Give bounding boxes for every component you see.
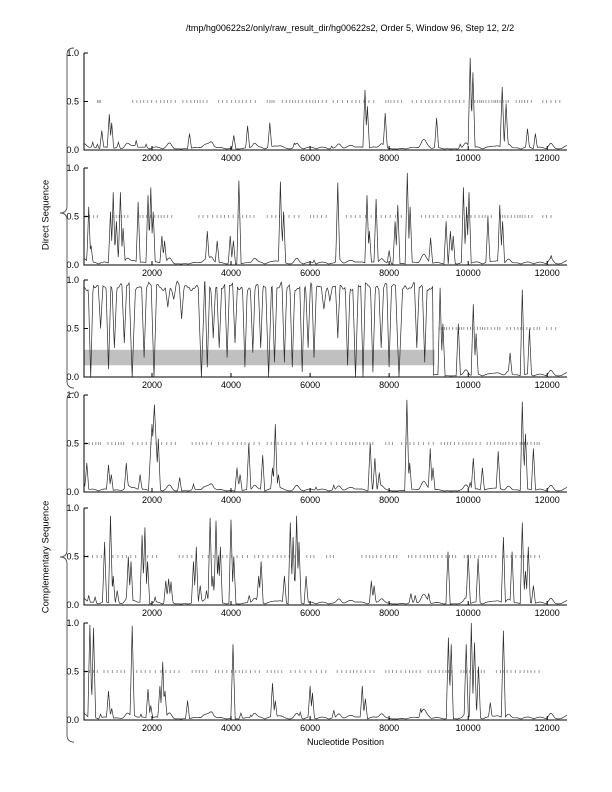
- x-tick-label: 2000: [142, 608, 162, 618]
- x-tick-label: 2000: [142, 268, 162, 278]
- y-tick-label: 0.0: [66, 600, 79, 610]
- y-tick-label: 0.5: [66, 324, 79, 334]
- probability-curve: [84, 57, 568, 150]
- y-tick-label: 0.0: [66, 715, 79, 725]
- panel-complementary-3: 1.0 0.5 0.0 2000 4000 6000 8000 10000 12000: [66, 618, 568, 733]
- x-tick-label: 2000: [142, 380, 162, 390]
- y-tick-label: 1.0: [66, 503, 79, 513]
- y-tick-label: 0.5: [66, 212, 79, 222]
- probability-curve: [83, 399, 568, 492]
- x-tick-label: 8000: [379, 495, 399, 505]
- x-tick-label: 12000: [535, 495, 560, 505]
- x-tick-label: 4000: [221, 723, 241, 733]
- x-tick-label: 8000: [379, 380, 399, 390]
- gray-band: [84, 349, 435, 366]
- x-tick-label: 2000: [142, 723, 162, 733]
- probability-curve: [84, 172, 568, 265]
- x-tick-label: 12000: [535, 153, 560, 163]
- y-tick-label: 0.5: [66, 667, 79, 677]
- x-tick-label: 6000: [300, 608, 320, 618]
- y-tick-label: 0.0: [66, 372, 79, 382]
- panel-direct-2: 1.0 0.5 0.0 2000 4000 6000 8000 10000 12000: [66, 163, 568, 278]
- x-tick-label: 6000: [300, 153, 320, 163]
- x-tick-label: 2000: [142, 153, 162, 163]
- x-tick-label: 6000: [300, 723, 320, 733]
- direct-sequence-brace: [59, 47, 75, 389]
- direct-sequence-label: Direct Sequence: [40, 179, 52, 251]
- x-tick-label: 4000: [221, 153, 241, 163]
- panel-complementary-1: 1.0 0.5 0.0 2000 4000 6000 8000 10000 12000: [66, 390, 568, 505]
- y-tick-label: 0.0: [66, 145, 79, 155]
- plot-title: /tmp/hg00622s2/only/raw_result_dir/hg006…: [185, 23, 515, 33]
- mid-level-dashes: [85, 670, 540, 673]
- mid-level-dashes: [96, 100, 561, 103]
- panel-complementary-2: 1.0 0.5 0.0 2000 4000 6000 8000 10000 12000: [66, 503, 568, 618]
- x-tick-label: 4000: [221, 268, 241, 278]
- x-axis-label: Nucleotide Position: [306, 737, 385, 747]
- x-tick-label: 10000: [456, 380, 481, 390]
- y-tick-label: 0.5: [66, 552, 79, 562]
- x-tick-label: 6000: [300, 495, 320, 505]
- mid-level-dashes: [85, 215, 552, 218]
- panel-direct-3: 1.0 0.5 0.0 2000 4000 6000 8000 10000 12000: [66, 275, 568, 390]
- x-tick-label: 12000: [535, 608, 560, 618]
- x-tick-label: 4000: [221, 495, 241, 505]
- y-tick-label: 1.0: [66, 163, 79, 173]
- y-tick-label: 1.0: [66, 275, 79, 285]
- mid-level-dashes: [83, 555, 540, 558]
- x-tick-label: 6000: [300, 268, 320, 278]
- x-tick-label: 8000: [379, 723, 399, 733]
- x-tick-label: 12000: [535, 268, 560, 278]
- x-tick-label: 10000: [456, 723, 481, 733]
- y-tick-label: 0.0: [66, 260, 79, 270]
- complementary-sequence-brace: [59, 392, 75, 743]
- x-tick-label: 8000: [379, 268, 399, 278]
- y-tick-label: 1.0: [66, 48, 79, 58]
- x-tick-label: 10000: [456, 268, 481, 278]
- y-tick-label: 1.0: [66, 618, 79, 628]
- y-tick-label: 0.0: [66, 487, 79, 497]
- x-tick-label: 4000: [221, 608, 241, 618]
- y-tick-label: 0.5: [66, 439, 79, 449]
- x-tick-label: 10000: [456, 495, 481, 505]
- x-tick-label: 2000: [142, 495, 162, 505]
- x-tick-label: 10000: [456, 608, 481, 618]
- y-tick-label: 0.5: [66, 97, 79, 107]
- x-tick-label: 4000: [221, 380, 241, 390]
- x-tick-label: 6000: [300, 380, 320, 390]
- mid-level-dashes: [438, 327, 557, 330]
- complementary-sequence-label: Complementary Sequence: [40, 500, 52, 614]
- x-tick-label: 10000: [456, 153, 481, 163]
- x-tick-label: 12000: [535, 723, 560, 733]
- x-tick-label: 8000: [379, 608, 399, 618]
- panel-direct-1: 1.0 0.5 0.0 2000 4000 6000 8000 10000 12000: [66, 48, 568, 163]
- probability-curve: [84, 622, 568, 720]
- axes-frame: [83, 168, 567, 266]
- probability-curve: [84, 515, 568, 605]
- probability-curve: [83, 280, 568, 378]
- y-tick-label: 1.0: [66, 390, 79, 400]
- x-tick-label: 8000: [379, 153, 399, 163]
- x-tick-label: 12000: [535, 380, 560, 390]
- mid-level-dashes: [85, 442, 540, 445]
